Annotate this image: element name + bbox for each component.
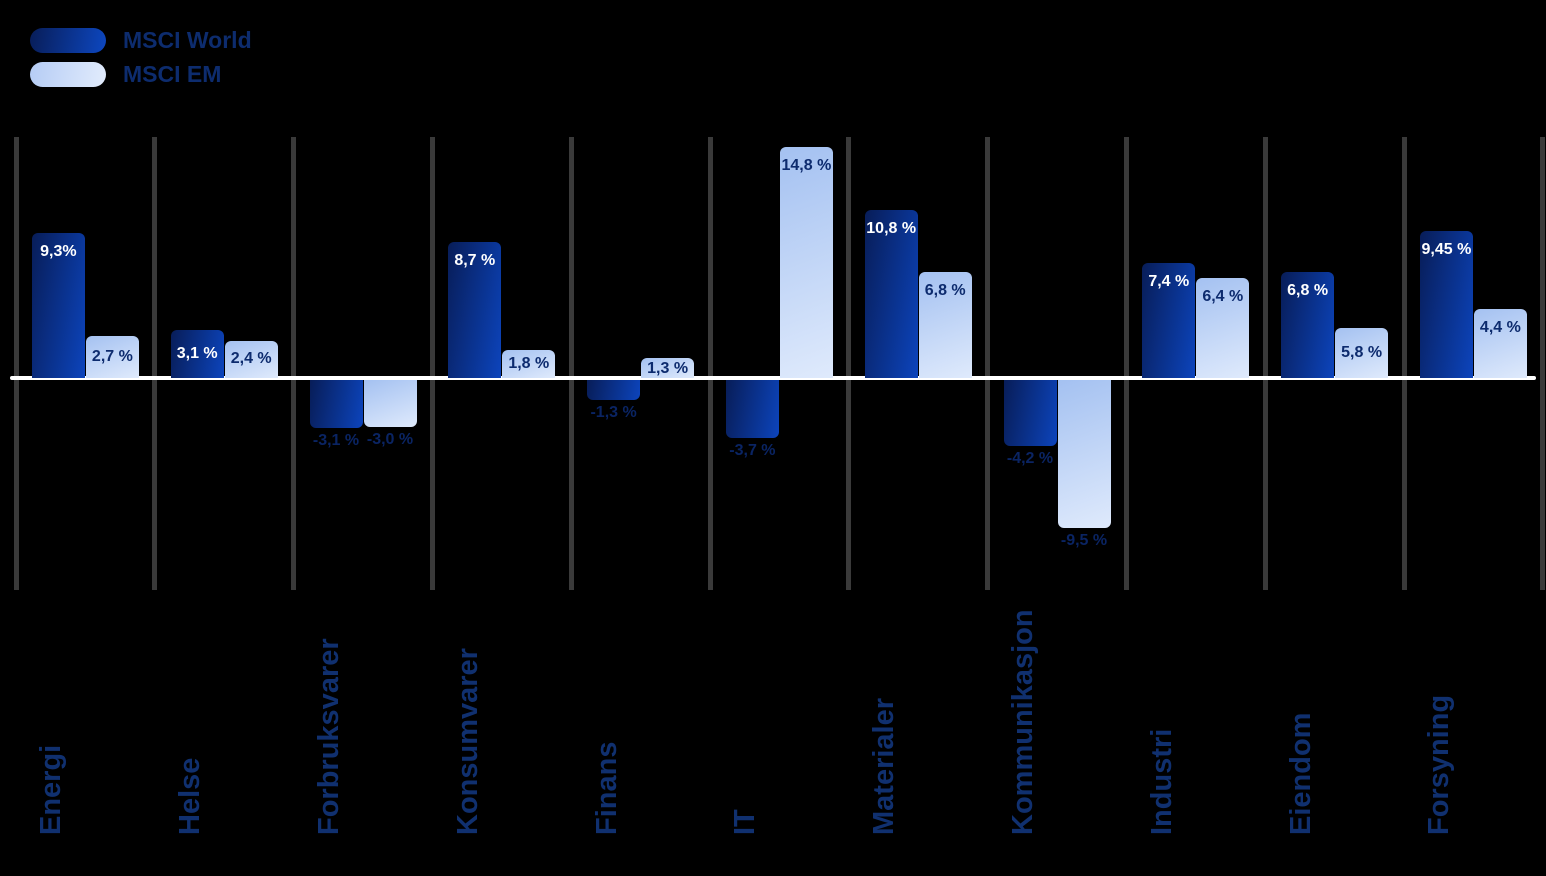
value-label-msci-world-eiendom: 6,8 % [1287,281,1329,299]
value-label-msci-em-kommunikasjon: -9,5 % [1060,532,1108,550]
bar-msci-world-forsyning [1419,230,1473,378]
bar-msci-em-industri [1196,278,1250,378]
bar-msci-em-eiendom [1335,328,1389,378]
legend: MSCI World MSCI EM [30,27,252,95]
bar-msci-em-forbruksvarer [363,380,417,427]
bar-msci-world-eiendom [1281,271,1335,378]
value-label-msci-em-it: 14,8 % [781,157,832,175]
value-label-msci-world-forbruksvarer: -3,1 % [312,432,360,450]
gridline [846,137,852,590]
gridline [291,137,297,590]
gridline [985,137,991,590]
category-label-eiendom: Eiendom [1284,712,1317,835]
value-label-msci-world-materialer: 10,8 % [866,219,917,237]
value-label-msci-world-helse: 3,1 % [176,344,218,362]
legend-item-msci-world: MSCI World [30,27,252,54]
value-label-msci-world-forsyning: 9,45 % [1421,240,1472,258]
gridline [1540,137,1546,590]
gridline [429,137,435,590]
bar-msci-em-konsumvarer [502,349,556,378]
value-label-msci-em-eiendom: 5,8 % [1341,344,1383,362]
category-label-energi: Energi [35,744,68,835]
gridline [1262,137,1268,590]
bar-msci-world-materialer [864,209,918,378]
category-label-materialer: Materialer [868,697,901,835]
legend-swatch-msci-world [30,28,106,53]
gridline [707,137,713,590]
value-label-msci-em-materialer: 6,8 % [924,281,966,299]
category-label-helse: Helse [174,757,207,835]
bar-msci-world-energi [31,232,85,378]
category-label-forbruksvarer: Forbruksvarer [313,638,345,835]
legend-label-msci-world: MSCI World [123,27,252,53]
value-label-msci-world-it: -3,7 % [729,441,776,459]
value-label-msci-em-konsumvarer: 1,8 % [508,354,550,372]
bar-msci-em-it [779,147,833,378]
value-label-msci-world-konsumvarer: 8,7 % [454,252,496,270]
value-label-msci-world-kommunikasjon: -4,2 % [1006,449,1054,467]
category-label-finans: Finans [590,741,623,835]
value-label-msci-world-finans: -1,3 % [590,404,637,422]
bar-msci-em-energi [85,335,139,378]
bar-msci-em-helse [224,340,278,378]
value-label-msci-world-industri: 7,4 % [1148,272,1190,290]
gridline [568,137,574,590]
bar-msci-world-industri [1142,262,1196,378]
bar-msci-world-forbruksvarer [309,380,363,429]
value-label-msci-em-energi: 2,7 % [91,347,133,365]
bar-msci-world-konsumvarer [448,242,502,378]
bar-msci-em-forsyning [1473,309,1527,378]
value-label-msci-em-helse: 2,4 % [230,350,272,368]
zero-axis-line [10,376,1536,380]
value-label-msci-em-finans: 1,3 % [647,359,689,377]
value-label-msci-world-energi: 9,3% [40,242,77,260]
category-label-kommunikasjon: Kommunikasjon [1007,609,1039,835]
value-label-msci-em-forbruksvarer: -3,0 % [366,430,414,448]
value-label-msci-em-forsyning: 4,4 % [1479,319,1521,337]
bar-msci-world-it [725,380,779,438]
gridline [13,137,19,590]
bar-msci-em-finans [641,357,695,378]
bar-msci-em-kommunikasjon [1057,380,1111,529]
legend-item-msci-em: MSCI EM [30,61,252,88]
gridline [1401,137,1407,590]
gridline [152,137,158,590]
value-label-msci-em-industri: 6,4 % [1202,288,1244,306]
category-label-konsumvarer: Konsumvarer [451,648,484,835]
category-label-it: IT [729,809,762,835]
bar-msci-em-materialer [918,271,972,378]
legend-swatch-msci-em [30,62,106,87]
category-label-industri: Industri [1145,728,1178,835]
category-label-forsyning: Forsyning [1423,694,1456,835]
bar-msci-world-kommunikasjon [1003,380,1057,446]
legend-label-msci-em: MSCI EM [123,61,222,87]
bar-msci-world-finans [587,380,641,401]
bar-msci-world-helse [170,329,224,378]
gridline [1123,137,1129,590]
